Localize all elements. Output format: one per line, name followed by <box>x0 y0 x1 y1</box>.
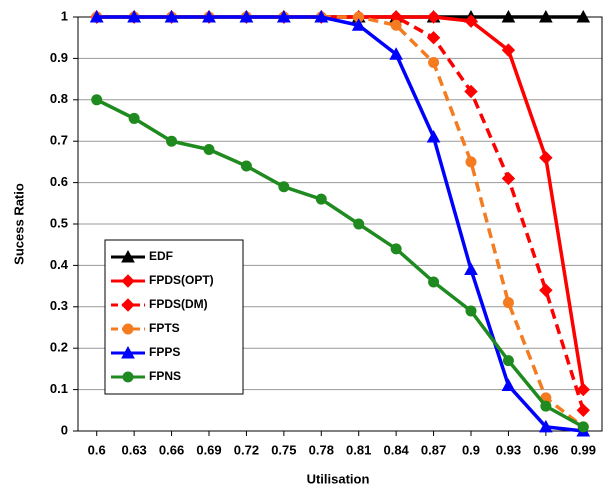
x-axis-label: Utilisation <box>307 471 370 486</box>
legend-label: FPDS(DM) <box>149 297 208 311</box>
marker <box>540 400 552 412</box>
marker <box>428 276 440 288</box>
marker <box>390 19 402 31</box>
marker <box>539 151 553 165</box>
y-tick-label: 0 <box>61 422 68 437</box>
legend-label: FPTS <box>149 321 180 335</box>
legend-label: EDF <box>149 249 173 263</box>
y-tick-label: 1 <box>61 8 68 23</box>
x-tick-label: 0.99 <box>571 442 596 457</box>
x-tick-label: 0.75 <box>271 442 296 457</box>
marker <box>426 10 441 24</box>
marker <box>240 160 252 172</box>
x-tick-label: 0.84 <box>383 442 409 457</box>
x-tick-label: 0.6 <box>88 442 106 457</box>
y-tick-label: 0.5 <box>50 215 68 230</box>
marker <box>314 9 329 23</box>
marker <box>426 30 441 45</box>
marker <box>464 14 478 28</box>
marker <box>91 94 103 106</box>
marker <box>122 371 134 383</box>
marker <box>121 274 135 288</box>
x-tick-label: 0.9 <box>462 442 480 457</box>
marker <box>501 171 516 186</box>
marker <box>353 218 365 230</box>
legend-label: FPPS <box>149 345 180 359</box>
marker <box>464 84 478 99</box>
marker <box>464 262 478 276</box>
series-line <box>96 15 584 433</box>
marker <box>315 193 327 205</box>
legend-label: FPDS(OPT) <box>149 273 214 287</box>
y-axis-label: Sucess Ratio <box>11 183 26 265</box>
legend: EDF FPDS(OPT) FPDS(DM) FPTS FPPS FPNS <box>104 239 244 395</box>
y-tick-label: 0.1 <box>50 381 68 396</box>
marker <box>576 403 590 418</box>
marker <box>501 9 516 23</box>
y-tick-label: 0.4 <box>50 257 69 272</box>
marker <box>239 9 254 23</box>
y-tick-label: 0.2 <box>50 340 68 355</box>
x-tick-label: 0.66 <box>159 442 184 457</box>
y-tick-label: 0.8 <box>50 91 68 106</box>
marker <box>501 43 516 57</box>
marker <box>539 9 553 23</box>
x-tick-label: 0.69 <box>196 442 221 457</box>
x-tick-label: 0.96 <box>533 442 558 457</box>
marker <box>164 9 179 23</box>
marker <box>128 112 140 124</box>
y-tick-label: 0.3 <box>50 298 68 313</box>
marker <box>576 9 591 23</box>
marker <box>428 57 440 69</box>
marker <box>465 156 477 168</box>
marker <box>390 243 402 255</box>
marker <box>389 47 403 60</box>
series-line <box>95 98 585 429</box>
x-tick-label: 0.72 <box>234 442 259 457</box>
marker <box>121 345 135 359</box>
x-tick-label: 0.63 <box>121 442 146 457</box>
marker <box>121 249 135 263</box>
marker <box>121 298 135 312</box>
legend-label: FPNS <box>149 369 181 383</box>
marker <box>351 18 366 31</box>
marker <box>278 181 290 193</box>
marker <box>277 9 291 23</box>
marker <box>203 143 215 155</box>
marker <box>122 323 134 335</box>
x-tick-label: 0.93 <box>496 442 521 457</box>
marker <box>539 283 553 297</box>
y-tick-label: 0.7 <box>50 133 68 148</box>
marker <box>577 421 589 433</box>
marker <box>426 130 441 143</box>
x-tick-label: 0.87 <box>421 442 446 457</box>
marker <box>465 305 477 317</box>
y-tick-label: 0.9 <box>50 50 68 65</box>
marker <box>539 419 553 433</box>
marker <box>502 297 514 309</box>
marker <box>127 9 141 23</box>
x-tick-label: 0.78 <box>309 442 334 457</box>
marker <box>202 9 216 23</box>
marker <box>89 9 104 23</box>
marker <box>166 135 178 147</box>
marker <box>576 382 590 397</box>
x-tick-label: 0.81 <box>346 442 371 457</box>
y-tick-label: 0.6 <box>50 174 68 189</box>
marker <box>501 378 516 391</box>
legend-box <box>104 239 244 395</box>
marker <box>502 355 514 367</box>
